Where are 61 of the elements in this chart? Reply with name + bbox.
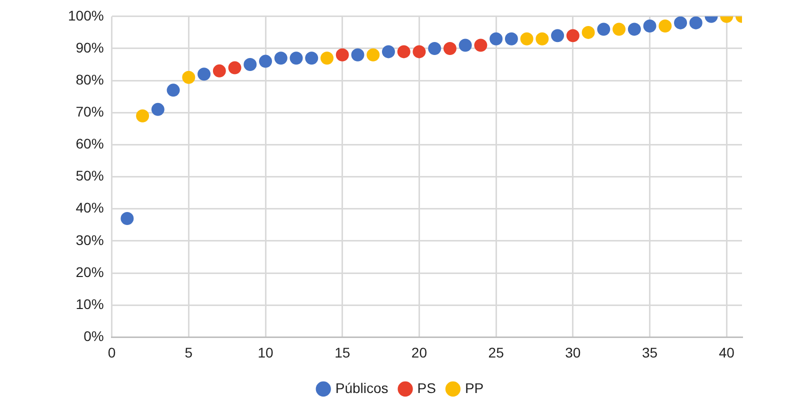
point [151,102,164,116]
x-tick-label: 20 [411,344,428,360]
y-tick-label: 20% [76,264,104,280]
point [520,32,534,46]
y-tick-label: 30% [76,232,104,248]
point [628,22,641,36]
point [244,58,257,72]
point [305,52,318,65]
y-tick-label: 0% [84,328,104,344]
point [597,22,610,36]
x-tick-label: 5 [184,344,193,360]
y-tick-label: 70% [76,104,104,120]
x-tick-label: 0 [108,344,116,360]
point [428,42,442,55]
point [351,48,364,62]
point [397,45,410,58]
y-tick-label: 60% [76,136,104,152]
x-tick-label: 10 [258,344,274,360]
y-tick-label: 100% [68,7,104,24]
point [658,20,672,33]
point [198,68,211,81]
x-tick-label: 40 [718,344,735,360]
point [320,52,334,65]
point [366,48,380,62]
point [689,16,702,30]
y-tick-label: 40% [76,200,104,216]
x-tick-label: 15 [334,344,350,360]
point [443,42,456,55]
point [551,29,564,42]
point [166,84,180,97]
legend-label: PS [417,380,436,396]
point [382,45,395,58]
point [536,32,549,46]
point [458,38,472,52]
point [120,212,134,226]
point [490,32,503,46]
point [274,52,288,65]
x-tick-label: 30 [565,344,581,360]
point [212,64,226,78]
point [504,32,518,46]
point [182,70,196,84]
point [612,22,626,36]
point [228,61,242,74]
point [643,20,656,33]
point [412,45,426,58]
y-tick-label: 80% [76,71,104,88]
y-tick-label: 10% [76,296,104,312]
point [582,26,595,39]
x-tick-label: 25 [488,344,504,360]
x-tick-label: 35 [642,344,658,360]
point [336,48,349,62]
legend-label: PP [464,380,484,396]
point [474,38,488,52]
point [566,29,580,42]
point [290,52,303,65]
point [259,54,272,68]
point [136,109,150,122]
y-tick-label: 90% [76,39,104,56]
y-tick-label: 50% [76,168,104,184]
point [674,16,688,30]
legend-label: Públicos [335,380,388,396]
